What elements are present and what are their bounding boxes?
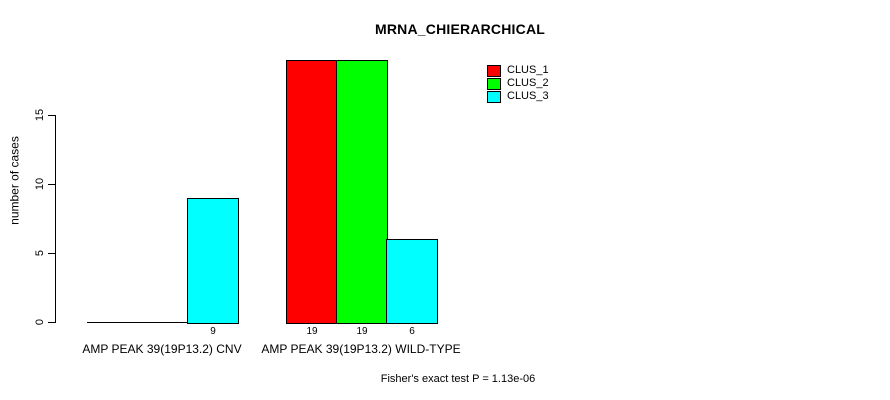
bar-value-label: 19 <box>356 326 368 337</box>
bar-clus_3-group2 <box>386 239 438 324</box>
y-tick-mark <box>48 184 55 185</box>
legend-swatch-icon <box>487 64 501 77</box>
legend-row-clus_3: CLUS_3 <box>487 90 549 103</box>
y-tick-label: 0 <box>34 318 46 326</box>
legend-label: CLUS_1 <box>507 64 549 76</box>
legend-label: CLUS_3 <box>507 90 549 102</box>
y-axis-label: number of cases <box>7 136 22 225</box>
bar-clus_1-group1 <box>87 322 139 323</box>
y-axis-line <box>55 115 56 323</box>
legend-label: CLUS_2 <box>507 77 549 89</box>
legend-swatch-icon <box>487 77 501 90</box>
category-label-cnv: AMP PEAK 39(19P13.2) CNV <box>82 342 242 356</box>
y-tick-label: 5 <box>34 249 46 257</box>
y-tick-label: 15 <box>34 108 46 122</box>
fisher-test-annotation: Fisher's exact test P = 1.13e-06 <box>380 373 536 385</box>
y-tick-label: 10 <box>34 177 46 191</box>
bar-clus_3-group1 <box>187 197 239 324</box>
y-tick-mark <box>48 115 55 116</box>
bar-clus_2-group2 <box>336 59 388 324</box>
bar-value-label: 9 <box>210 326 216 337</box>
bar-value-label: 19 <box>306 326 318 337</box>
legend-swatch-icon <box>487 90 501 103</box>
bar-clus_2-group1 <box>137 322 189 323</box>
legend: CLUS_1 CLUS_2 CLUS_3 <box>487 64 549 103</box>
category-label-wild-type: AMP PEAK 39(19P13.2) WILD-TYPE <box>261 342 461 356</box>
legend-row-clus_1: CLUS_1 <box>487 64 549 77</box>
legend-row-clus_2: CLUS_2 <box>487 77 549 90</box>
y-tick-mark <box>48 253 55 254</box>
bar-clus_1-group2 <box>286 59 338 324</box>
bar-value-label: 6 <box>409 326 415 337</box>
y-tick-mark <box>48 322 55 323</box>
chart-title: MRNA_CHIERARCHICAL <box>374 21 546 37</box>
